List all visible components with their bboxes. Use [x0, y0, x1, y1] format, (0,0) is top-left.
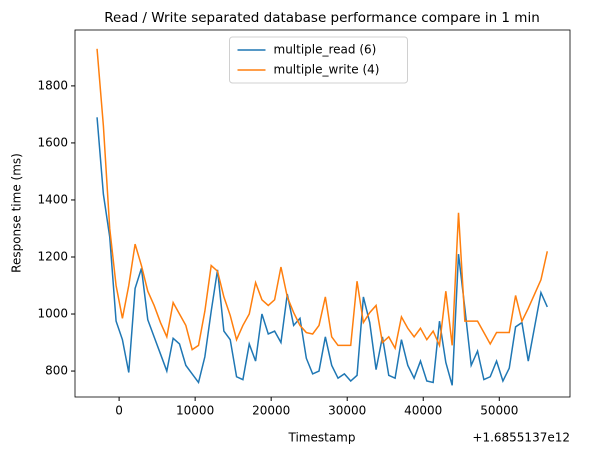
series-line — [96, 48, 549, 351]
x-axis-label: Timestamp — [288, 431, 356, 445]
y-tick-label: 1400 — [37, 192, 68, 206]
y-axis-label: Response time (ms) — [10, 153, 24, 273]
x-tick-label: 50000 — [480, 404, 518, 418]
x-offset-label: +1.6855137e12 — [472, 431, 570, 445]
y-tick-label: 1000 — [37, 307, 68, 321]
legend-label: multiple_read (6) — [274, 43, 377, 57]
y-tick-label: 1800 — [37, 78, 68, 92]
legend-label: multiple_write (4) — [274, 63, 380, 77]
legend-box — [229, 36, 408, 84]
x-tick-label: 30000 — [328, 404, 366, 418]
y-tick-label: 1200 — [37, 249, 68, 263]
x-tick-label: 10000 — [176, 404, 214, 418]
chart-title: Read / Write separated database performa… — [104, 10, 540, 26]
x-tick-label: 40000 — [404, 404, 442, 418]
plot-frame — [74, 29, 571, 398]
x-tick-label: 20000 — [252, 404, 290, 418]
series-line — [96, 117, 548, 386]
y-tick-label: 1600 — [37, 135, 68, 149]
y-tick-label: 800 — [45, 364, 68, 378]
x-tick-label: 0 — [115, 404, 123, 418]
